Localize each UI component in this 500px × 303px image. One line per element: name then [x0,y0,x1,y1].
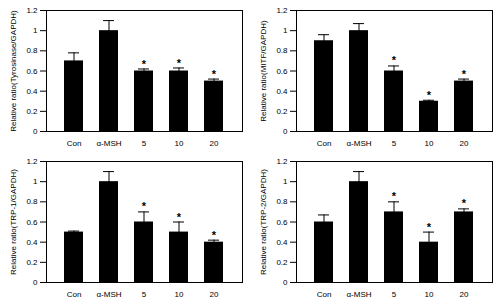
svg-text:α-MSH: α-MSH [96,139,121,148]
svg-text:Con: Con [67,139,82,148]
svg-text:α-MSH: α-MSH [96,290,121,299]
svg-text:20: 20 [460,139,469,148]
svg-text:10: 10 [425,139,434,148]
svg-text:5: 5 [392,290,397,299]
svg-text:0: 0 [283,127,288,136]
svg-text:*: * [462,197,467,209]
svg-text:0.4: 0.4 [276,87,288,96]
svg-text:0: 0 [283,278,288,287]
svg-text:1.2: 1.2 [276,6,288,15]
svg-text:0.2: 0.2 [276,107,288,116]
svg-text:Relative ratio(MITF/GAPDH): Relative ratio(MITF/GAPDH) [259,20,268,122]
svg-text:0.8: 0.8 [276,197,288,206]
svg-text:*: * [212,229,217,241]
svg-text:1.2: 1.2 [26,157,38,166]
svg-text:*: * [427,221,432,233]
svg-text:*: * [177,211,182,223]
svg-text:5: 5 [392,139,397,148]
svg-text:5: 5 [142,290,147,299]
svg-text:*: * [212,68,217,80]
svg-text:*: * [392,190,397,202]
svg-text:1.2: 1.2 [26,6,38,15]
svg-text:1: 1 [283,177,288,186]
svg-text:Relative ratio(TRP-2/GAPDH): Relative ratio(TRP-2/GAPDH) [259,169,268,275]
svg-text:Relative ratio(TRP-1/GAPDH): Relative ratio(TRP-1/GAPDH) [9,169,18,275]
svg-text:1: 1 [283,26,288,35]
svg-text:α-MSH: α-MSH [346,139,371,148]
svg-text:5: 5 [142,139,147,148]
svg-text:0.2: 0.2 [276,258,288,267]
svg-text:1.2: 1.2 [276,157,288,166]
svg-text:0.6: 0.6 [26,67,38,76]
svg-text:α-MSH: α-MSH [346,290,371,299]
svg-text:0: 0 [33,278,38,287]
svg-text:*: * [177,56,182,68]
svg-text:Con: Con [317,139,332,148]
svg-text:0.8: 0.8 [26,46,38,55]
svg-text:0.6: 0.6 [26,218,38,227]
svg-text:Con: Con [317,290,332,299]
svg-text:0.8: 0.8 [26,197,38,206]
svg-text:*: * [427,89,432,101]
svg-text:*: * [142,58,147,70]
svg-text:10: 10 [175,139,184,148]
svg-text:0.4: 0.4 [26,238,38,247]
svg-text:0.6: 0.6 [276,67,288,76]
svg-text:*: * [142,200,147,212]
svg-text:20: 20 [210,139,219,148]
svg-text:*: * [462,68,467,80]
svg-text:1: 1 [33,26,38,35]
svg-text:Con: Con [67,290,82,299]
svg-text:*: * [392,54,397,66]
svg-text:10: 10 [425,290,434,299]
svg-text:1: 1 [33,177,38,186]
svg-text:0.2: 0.2 [26,258,38,267]
svg-text:20: 20 [460,290,469,299]
svg-text:0.2: 0.2 [26,107,38,116]
svg-text:0.8: 0.8 [276,46,288,55]
svg-text:10: 10 [175,290,184,299]
svg-text:0: 0 [33,127,38,136]
svg-text:0.4: 0.4 [26,87,38,96]
svg-text:Relative ratio(Tyrosinase/GAPD: Relative ratio(Tyrosinase/GAPDH) [9,10,18,132]
svg-text:0.6: 0.6 [276,218,288,227]
svg-text:0.4: 0.4 [276,238,288,247]
svg-text:20: 20 [210,290,219,299]
